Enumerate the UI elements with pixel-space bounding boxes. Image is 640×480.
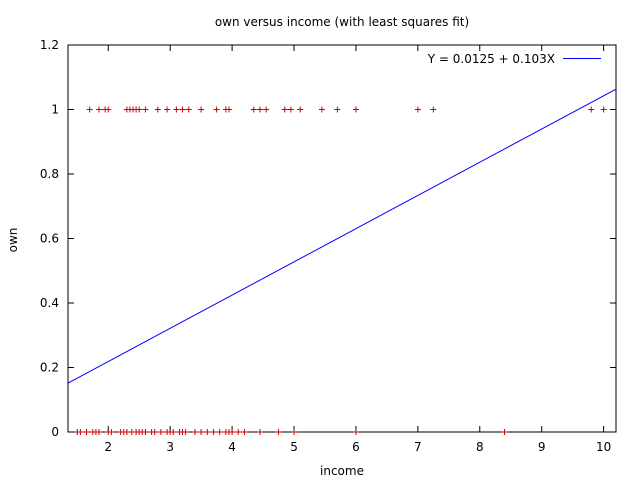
data-point	[108, 429, 115, 435]
data-point	[95, 429, 102, 435]
data-point	[250, 106, 257, 113]
legend: Y = 0.0125 + 0.103X	[427, 52, 601, 66]
data-point	[213, 106, 220, 113]
legend-label-fit: Y = 0.0125 + 0.103X	[427, 52, 555, 66]
fit-line	[68, 88, 616, 384]
y-tick-label: 0.2	[40, 361, 59, 375]
data-point	[275, 429, 282, 435]
y-tick-label: 1	[51, 103, 59, 117]
x-axis: 2 3 4 5 6 7 8 9 10	[104, 45, 611, 454]
data-point	[352, 429, 359, 435]
data-point	[142, 429, 149, 435]
data-point	[600, 106, 607, 113]
data-point	[173, 106, 180, 113]
data-point	[430, 106, 437, 113]
data-point	[297, 106, 304, 113]
fit-line-layer	[68, 88, 616, 384]
y-tick-label: 1.2	[40, 38, 59, 52]
x-tick-label: 9	[538, 440, 546, 454]
data-point	[170, 429, 177, 435]
data-point	[157, 429, 164, 435]
data-point	[352, 106, 359, 113]
data-point	[198, 429, 205, 435]
data-point	[191, 429, 198, 435]
data-point	[86, 106, 93, 113]
data-point	[185, 106, 192, 113]
x-tick-label: 2	[104, 440, 112, 454]
data-point	[501, 429, 508, 435]
data-point	[281, 106, 288, 113]
y-axis: 0 0.2 0.4 0.6 0.8 1 1.2	[40, 38, 616, 439]
data-point	[164, 106, 171, 113]
x-tick-label: 8	[476, 440, 484, 454]
y-axis-label: own	[6, 228, 20, 253]
data-point	[263, 106, 270, 113]
x-tick-label: 4	[228, 440, 236, 454]
data-point	[229, 429, 236, 435]
data-point	[95, 106, 102, 113]
data-point	[414, 106, 421, 113]
x-tick-label: 5	[290, 440, 298, 454]
data-point	[77, 429, 84, 435]
data-point	[216, 429, 223, 435]
data-point	[210, 429, 217, 435]
plot-area-frame	[67, 44, 617, 433]
data-points	[74, 106, 607, 435]
data-point	[154, 106, 161, 113]
data-point	[241, 429, 248, 435]
y-tick-label: 0.6	[40, 232, 59, 246]
data-point	[287, 106, 294, 113]
data-point	[318, 106, 325, 113]
data-point	[204, 429, 211, 435]
data-point	[225, 106, 232, 113]
data-point	[151, 429, 158, 435]
data-point	[235, 429, 242, 435]
x-tick-label: 10	[596, 440, 611, 454]
data-point	[334, 106, 341, 113]
data-point	[83, 429, 90, 435]
data-point	[198, 106, 205, 113]
y-tick-label: 0.8	[40, 167, 59, 181]
data-point	[256, 106, 263, 113]
data-point	[291, 429, 298, 435]
y-tick-label: 0.4	[40, 296, 59, 310]
y-tick-label: 0	[51, 425, 59, 439]
chart-title: own versus income (with least squares fi…	[215, 15, 469, 29]
x-axis-label: income	[320, 464, 364, 478]
data-point	[179, 106, 186, 113]
data-point	[105, 106, 112, 113]
x-tick-label: 6	[352, 440, 360, 454]
data-point	[182, 429, 189, 435]
x-tick-label: 3	[166, 440, 174, 454]
data-point	[136, 106, 143, 113]
data-point	[588, 106, 595, 113]
data-point	[142, 106, 149, 113]
data-point	[256, 429, 263, 435]
x-tick-label: 7	[414, 440, 422, 454]
